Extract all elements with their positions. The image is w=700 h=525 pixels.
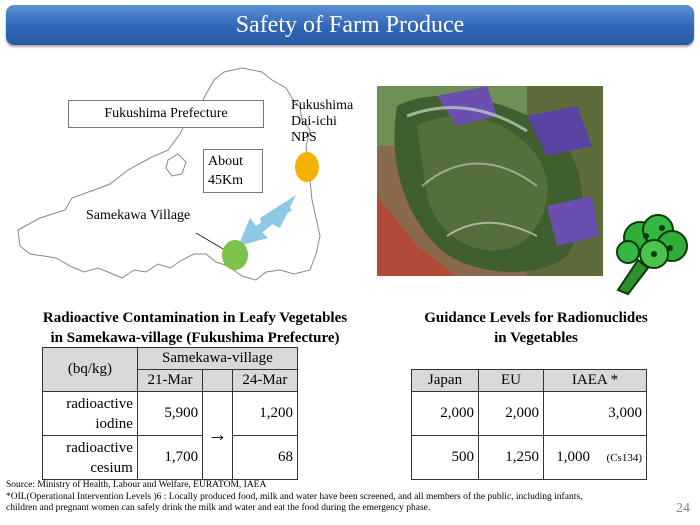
- date-header: 21-Mar: [136, 369, 204, 392]
- row-label: radioactive iodine: [42, 391, 138, 436]
- page-number: 24: [676, 501, 690, 516]
- unit-header: (bq/kg): [42, 347, 138, 392]
- row-label-line: cesium: [90, 459, 133, 476]
- guidance-heading: Guidance Levels for Radionuclides in Veg…: [395, 308, 677, 348]
- iaea-note: (Cs134): [594, 435, 647, 480]
- nps-marker: [295, 152, 319, 182]
- oil-footnote-line: *OIL(Operational Intervention Levels )6 …: [6, 492, 583, 502]
- prefecture-outline: [17, 67, 321, 281]
- iaea-value: 3,000: [543, 391, 647, 436]
- source-note: Source: Ministry of Health, Labour and W…: [6, 480, 267, 490]
- slide-title: Safety of Farm Produce: [6, 5, 694, 45]
- village-marker: [222, 240, 248, 270]
- row-label-line: iodine: [95, 415, 133, 432]
- column-header: Japan: [411, 369, 479, 392]
- nps-label: Fukushima Dai-ichi NPS: [291, 98, 353, 146]
- guidance-table: Japan EU IAEA * 2,000 2,000 3,000 500 1,…: [411, 369, 647, 480]
- distance-label-line: 45Km: [208, 173, 243, 188]
- japan-value: 2,000: [411, 391, 479, 436]
- table-row: radioactive iodine 5,900 → 1,200: [42, 391, 299, 480]
- contamination-heading: Radioactive Contamination in Leafy Veget…: [10, 308, 380, 348]
- japan-value: 500: [411, 435, 479, 480]
- guidance-heading-line: Guidance Levels for Radionuclides: [424, 310, 648, 326]
- eu-value: 2,000: [478, 391, 544, 436]
- column-header: EU: [478, 369, 544, 392]
- oil-footnote-line: children and pregnant women can safely d…: [6, 503, 431, 513]
- value-cell: 68: [231, 435, 299, 480]
- eu-value: 1,250: [478, 435, 544, 480]
- distance-label-line: About: [208, 154, 243, 169]
- value-cell: 5,900: [136, 391, 204, 436]
- contamination-heading-line: in Samekawa-village (Fukushima Prefectur…: [50, 330, 340, 346]
- date-gap-cell: [202, 369, 233, 392]
- vegetable-photo: [377, 86, 603, 276]
- value-cell: 1,200: [231, 391, 299, 436]
- village-label: Samekawa Village: [86, 208, 191, 223]
- nps-label-line: Dai-ichi: [291, 114, 337, 129]
- column-header: IAEA *: [543, 369, 647, 392]
- broccoli-icon: [600, 208, 696, 298]
- contamination-table: (bq/kg) Samekawa-village 21-Mar 24-Mar r…: [42, 347, 299, 480]
- table-row: 500 1,250 1,000 (Cs134): [411, 435, 647, 480]
- distance-arrow: [238, 195, 296, 246]
- fukushima-map: [10, 58, 370, 308]
- row-label-line: radioactive: [66, 395, 133, 412]
- prefecture-label: Fukushima Prefecture: [68, 100, 264, 128]
- guidance-heading-line: in Vegetables: [494, 330, 578, 346]
- row-label-line: radioactive: [66, 439, 133, 456]
- group-header: Samekawa-village: [136, 347, 299, 370]
- date-header: 24-Mar: [231, 369, 299, 392]
- distance-label: About 45Km: [203, 149, 263, 193]
- nps-label-line: NPS: [291, 130, 317, 145]
- table-row: radioactive cesium 1,700 68: [42, 435, 299, 480]
- table-row: 2,000 2,000 3,000: [411, 391, 647, 436]
- nps-label-line: Fukushima: [291, 98, 354, 113]
- iaea-value: 1,000: [543, 435, 594, 480]
- contamination-heading-line: Radioactive Contamination in Leafy Veget…: [42, 310, 348, 326]
- value-cell: 1,700: [136, 435, 204, 480]
- change-arrow: →: [202, 391, 233, 480]
- oil-footnote: *OIL(Operational Intervention Levels )6 …: [6, 492, 646, 514]
- row-label: radioactive cesium: [42, 435, 138, 480]
